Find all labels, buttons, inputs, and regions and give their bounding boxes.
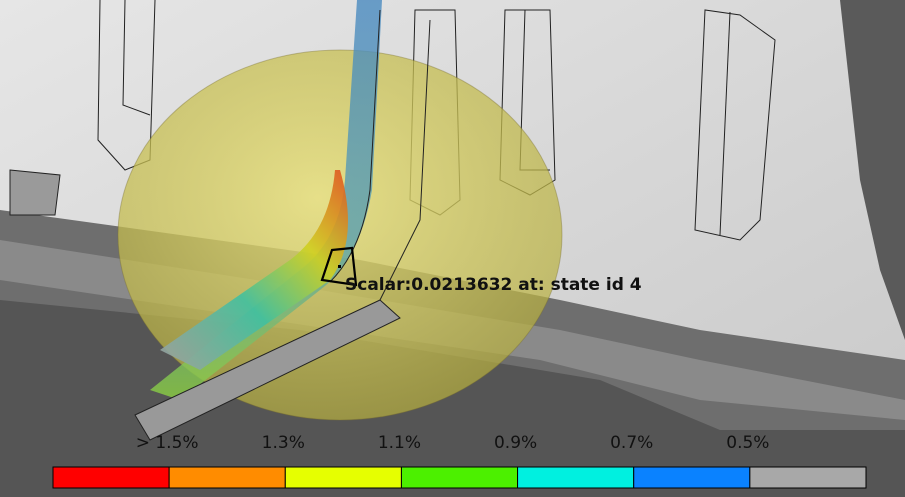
legend-swatch [53,467,169,488]
legend-label: 0.7% [610,433,653,453]
legend-swatch [634,467,750,488]
scene: Scalar:0.0213632 at: state id 4 [0,0,905,497]
legend-label: 0.5% [726,433,769,453]
legend-label: 1.3% [262,433,305,453]
legend-swatch [285,467,401,488]
legend-swatch [169,467,285,488]
legend-swatch [401,467,517,488]
legend-label: 0.9% [494,433,537,453]
probe-readout: Scalar:0.0213632 at: state id 4 [345,275,642,295]
legend-swatch [518,467,634,488]
legend-label: > 1.5% [136,433,199,453]
legend-label: 1.1% [378,433,421,453]
legend-swatch [750,467,866,488]
viewport: Scalar:0.0213632 at: state id 4 > 1.5% 1.… [0,0,905,497]
